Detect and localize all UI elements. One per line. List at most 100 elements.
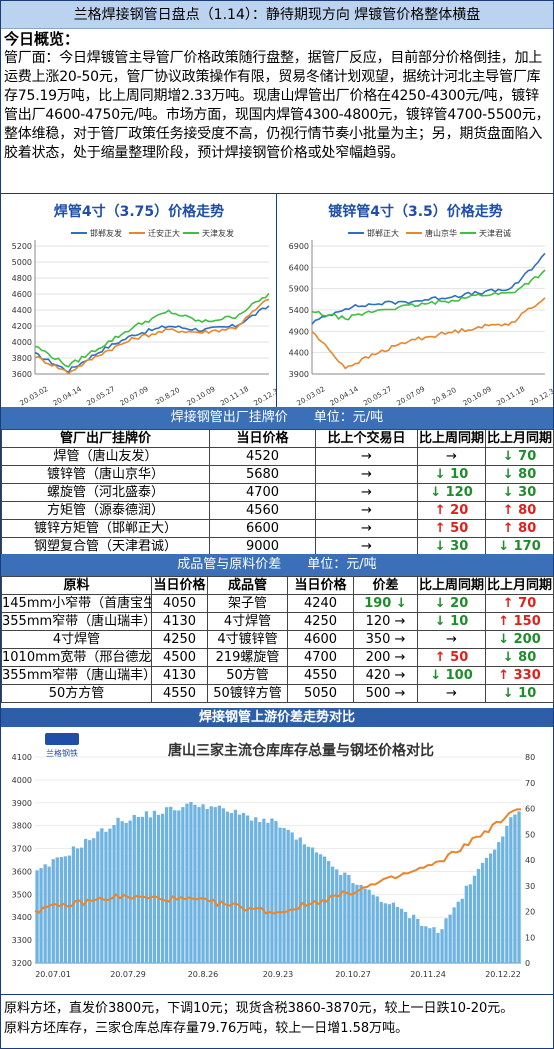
inventory-bar (205, 809, 209, 963)
x-tick-label: 20.10.27 (335, 970, 371, 979)
product-name: 镀锌管（唐山京华） (1, 465, 210, 484)
inventory-bar (55, 857, 59, 963)
legend-label: 邯郸正大 (367, 228, 399, 238)
inventory-bar (47, 866, 51, 963)
inventory-bar (169, 806, 173, 963)
left-tick-label: 3500 (12, 890, 32, 899)
finished-pipe: 架子管 (207, 594, 288, 613)
inventory-bar (225, 811, 230, 963)
inventory-bar (371, 894, 375, 963)
y-tick-label: 6900 (289, 242, 309, 251)
pipe-price: 4600 (287, 630, 354, 649)
inventory-bar (229, 813, 234, 963)
table-row: 镀锌管（唐山京华） 5680 → ↓ 10 ↓ 80 (1, 465, 554, 484)
inventory-bar (181, 807, 185, 963)
inventory-bar (221, 808, 225, 963)
inventory-bar (278, 827, 282, 963)
inventory-bar (452, 907, 456, 963)
inventory-bar (132, 815, 136, 963)
inventory-bar (408, 918, 412, 963)
x-tick-label: 20.12.30 (529, 385, 553, 408)
inventory-bar (274, 821, 278, 963)
x-tick-label: 20.8.26 (188, 970, 219, 979)
inventory-bar (209, 806, 213, 963)
vs-last-month: ↓ 80 (485, 465, 554, 484)
inventory-bar (262, 818, 266, 963)
inventory-bar (217, 805, 221, 963)
y-tick-label: 3900 (289, 370, 309, 379)
vs-last-month: ↓ 170 (485, 537, 554, 556)
inventory-bar (428, 928, 432, 963)
vs-last-week: → (417, 684, 486, 703)
inventory-bar (124, 823, 128, 963)
y-tick-label: 6400 (289, 263, 309, 272)
y-tick-label: 3600 (12, 370, 32, 379)
table1-header-row: 管厂出厂挂牌价 当日价格 比上个交易日 比上周同期 比上月同期 (1, 429, 554, 448)
inventory-bar (197, 807, 201, 963)
inventory-bar (379, 901, 383, 963)
vs-last-month: ↑ 80 (485, 501, 554, 520)
vs-last-week: ↑ 50 (417, 648, 486, 667)
inventory-bar (35, 870, 39, 963)
inventory-bar (472, 875, 477, 963)
y-tick-label: 5000 (12, 258, 32, 267)
vs-last-week: → (417, 447, 486, 466)
table-row: 355mm窄带（唐山瑞丰） 4130 4寸焊管 4250 120 → ↓ 10 ↑ 150 (1, 612, 554, 631)
inventory-bar (51, 859, 55, 963)
inventory-bar (96, 831, 100, 963)
left-tick-label: 3900 (12, 799, 32, 808)
today-price: 4520 (209, 447, 316, 466)
inventory-bar (39, 868, 43, 963)
inventory-bar (189, 802, 193, 963)
table2-header: 价差 (353, 576, 418, 595)
inventory-bar (128, 820, 132, 963)
x-tick-label: 20.10.09 (186, 385, 217, 408)
inventory-bar (513, 814, 517, 963)
vs-last-month: ↓ 30 (485, 483, 554, 502)
table-row: 钢塑复合管（天津君诚） 9000 → ↓ 30 ↓ 170 (1, 537, 554, 556)
table2-header: 原料 (1, 576, 152, 595)
vs-last-month: ↓ 10 (485, 684, 554, 703)
x-tick-label: 20.12.22 (485, 970, 521, 979)
x-tick-label: 20.8.20 (154, 386, 181, 406)
inventory-bar (152, 810, 157, 963)
inventory-bar (185, 803, 189, 963)
product-name: 方矩管（源泰德润） (1, 501, 210, 520)
finished-pipe: 50镀锌方管 (207, 684, 288, 703)
raw-material: 145mm小窄带（首唐宝生） (1, 594, 152, 613)
inventory-bar (120, 821, 124, 963)
galvanized-pipe-chart: 镀锌管4寸（3.5）价格走势 邯郸正大 唐山京华 天津君诚 3900 4400 4900 54… (278, 194, 553, 408)
inventory-bar (456, 901, 460, 963)
left-tick-label: 4000 (12, 776, 32, 785)
table2-band: 成品管与原料价差 单位：元/吨 (1, 554, 553, 576)
vs-last-week: ↓ 120 (417, 483, 486, 502)
y-tick-label: 4200 (12, 322, 32, 331)
inventory-bar (290, 832, 294, 963)
x-tick-label: 20.07.09 (119, 385, 150, 408)
inventory-bar (112, 825, 116, 963)
price-charts-row: 焊管4寸（3.75）价格走势 邯郸友发 迁安正大 天津友发 3600 3800 4000 42… (1, 193, 553, 408)
x-tick-label: 20.05.27 (85, 385, 116, 408)
inventory-bar (148, 817, 153, 963)
inventory-bar (233, 809, 238, 963)
vs-last-month: ↑ 70 (485, 594, 554, 613)
inventory-bar (67, 855, 72, 963)
inventory-bar (424, 926, 428, 963)
inventory-bar (509, 817, 513, 963)
inventory-bar (314, 852, 319, 963)
raw-price: 4050 (151, 594, 208, 613)
inventory-bar (286, 829, 290, 963)
table-row: 焊管（唐山友发） 4520 → → ↓ 70 (1, 447, 554, 466)
legend-label: 天津君诚 (479, 228, 511, 238)
right-tick-label: 40 (525, 856, 535, 865)
inventory-bar (310, 847, 315, 963)
vs-last-month: ↓ 70 (485, 447, 554, 466)
right-tick-label: 10 (525, 933, 535, 942)
vs-last-month: ↑ 150 (485, 612, 554, 631)
finished-pipe: 219螺旋管 (207, 648, 288, 667)
x-tick-label: 20.07.29 (110, 970, 146, 979)
logo-icon (45, 733, 79, 745)
inventory-bar (468, 884, 472, 963)
vs-prev-day: → (315, 483, 418, 502)
